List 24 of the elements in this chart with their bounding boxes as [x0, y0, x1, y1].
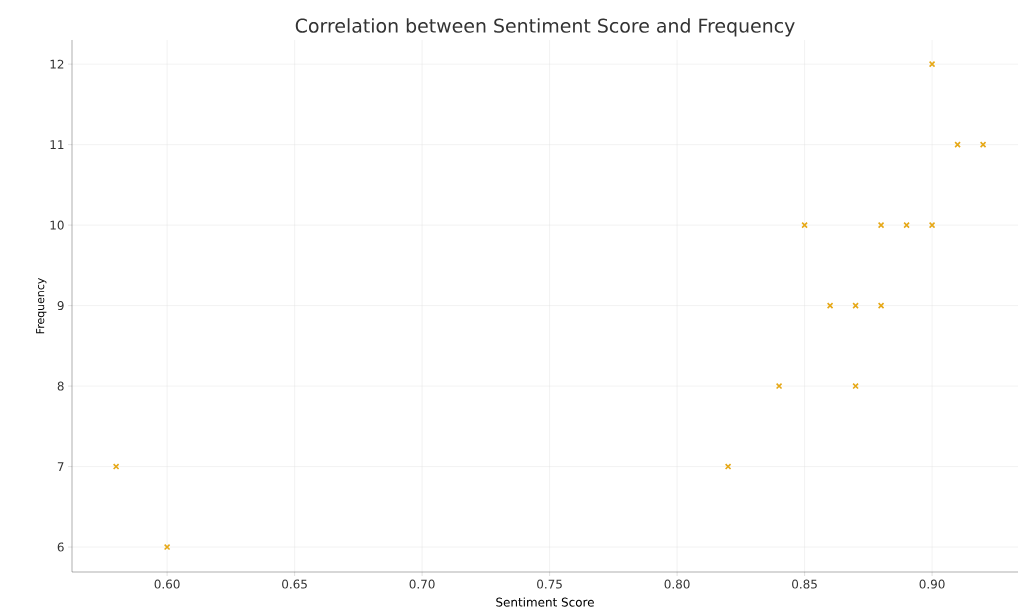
y-tick-label: 8 — [57, 381, 64, 391]
y-tick-label: 9 — [57, 301, 64, 311]
x-axis-title: Sentiment Score — [496, 597, 594, 607]
y-tick-label: 6 — [57, 542, 64, 552]
point — [775, 382, 783, 390]
y-axis-title: Frequency — [36, 278, 47, 334]
x-tick-label: 0.75 — [537, 579, 562, 589]
y-tick-label: 12 — [50, 59, 64, 69]
chart-title: Correlation between Sentiment Score and Frequency — [295, 18, 795, 37]
point — [928, 60, 936, 68]
x-tick-label: 0.70 — [409, 579, 435, 589]
point — [954, 141, 961, 148]
x-tick-label: 0.85 — [792, 579, 817, 589]
y-tick-label: 10 — [50, 220, 64, 230]
point — [928, 221, 936, 229]
point — [163, 543, 171, 551]
x-tick-label: 0.60 — [154, 579, 180, 589]
y-tick-label: 11 — [50, 140, 64, 149]
y-tick-label: 7 — [57, 462, 64, 471]
point — [877, 221, 885, 229]
x-tick-label: 0.65 — [282, 579, 307, 589]
point — [852, 302, 859, 309]
x-tick-label: 0.90 — [919, 579, 945, 589]
x-tick-label: 0.80 — [664, 579, 690, 589]
